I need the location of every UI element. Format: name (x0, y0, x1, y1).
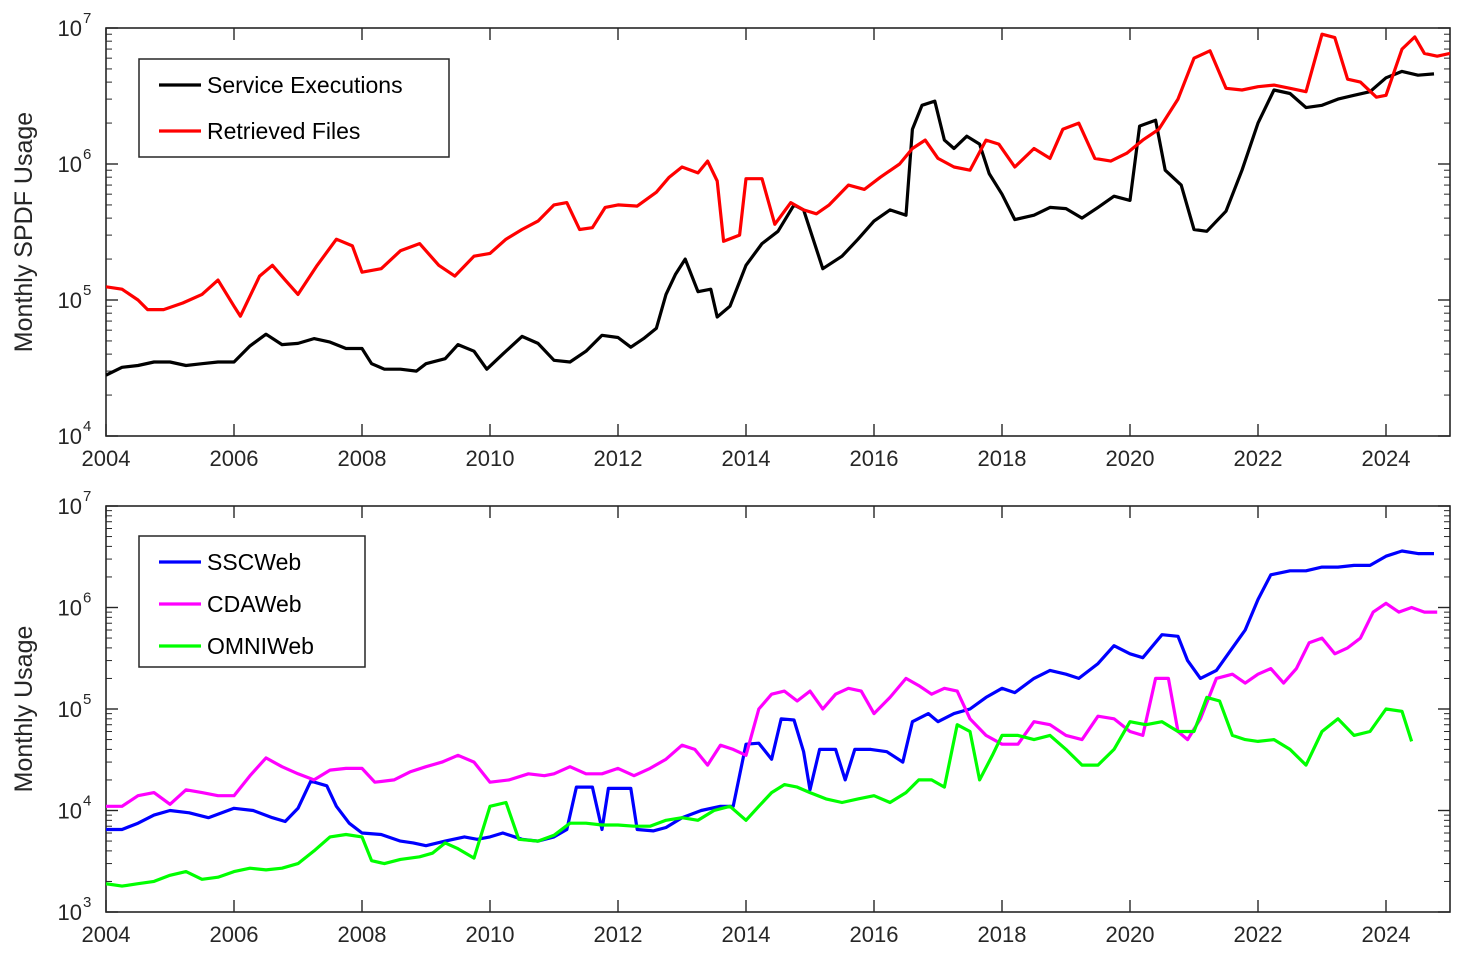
series-line-omniweb (106, 695, 1414, 888)
x-tick-label: 2024 (1362, 922, 1411, 947)
x-tick-label: 2022 (1234, 446, 1283, 471)
y-axis-label: Monthly SPDF Usage (10, 112, 38, 352)
y-tick-label: 10 (58, 494, 82, 519)
x-tick-label: 2004 (82, 446, 131, 471)
y-axis-label: Monthly Usage (10, 626, 38, 793)
y-tick-label: 10 (58, 288, 82, 313)
x-tick-label: 2024 (1362, 446, 1411, 471)
x-tick-label: 2020 (1106, 922, 1155, 947)
y-tick-exponent: 7 (83, 10, 91, 27)
series-line-service-executions (106, 69, 1435, 377)
top-chart-panel: 2004 2006 2008 2010 2012 2014 2016 2018 2020 2022… (10, 10, 1451, 471)
x-tick-label: 2016 (850, 446, 899, 471)
x-tick-label: 2008 (338, 446, 387, 471)
y-tick-label: 10 (58, 424, 82, 449)
legend-label-cdaweb: CDAWeb (207, 591, 302, 617)
x-tick-label: 2016 (850, 922, 899, 947)
legend: SSCWeb CDAWeb OMNIWeb (138, 535, 366, 668)
y-tick-label: 10 (58, 152, 82, 177)
y-tick-label: 10 (58, 900, 82, 925)
x-tick-label: 2012 (594, 446, 643, 471)
y-tick-label: 10 (58, 596, 82, 621)
x-tick-label: 2006 (210, 922, 259, 947)
y-tick-exponent: 6 (83, 146, 91, 163)
x-tick-label: 2010 (466, 446, 515, 471)
legend-label-omniweb: OMNIWeb (207, 633, 314, 659)
legend: Service Executions Retrieved Files (138, 58, 450, 158)
x-tick-label: 2014 (722, 446, 771, 471)
y-tick-exponent: 7 (83, 488, 91, 505)
series-line-sscweb (106, 549, 1434, 848)
x-tick-label: 2012 (594, 922, 643, 947)
series-group (106, 549, 1438, 888)
x-tick-label: 2006 (210, 446, 259, 471)
legend-label-service-executions: Service Executions (207, 72, 403, 98)
y-tick-exponent: 5 (83, 691, 91, 708)
bottom-chart-panel: 2004 2006 2008 2010 2012 2014 2016 2018 2020 2022… (10, 488, 1451, 947)
series-line-cdaweb (106, 601, 1438, 808)
x-tick-label: 2022 (1234, 922, 1283, 947)
y-tick-label: 10 (58, 16, 82, 41)
x-tick-label: 2010 (466, 922, 515, 947)
y-tick-exponent: 4 (83, 418, 91, 435)
y-tick-label: 10 (58, 799, 82, 824)
x-tick-label: 2004 (82, 922, 131, 947)
y-tick-exponent: 3 (83, 894, 91, 911)
series-group (106, 32, 1450, 377)
y-tick-label: 10 (58, 697, 82, 722)
legend-label-sscweb: SSCWeb (207, 549, 301, 575)
legend-label-retrieved-files: Retrieved Files (207, 118, 360, 144)
x-tick-label: 2018 (978, 922, 1027, 947)
y-tick-exponent: 4 (83, 793, 91, 810)
x-tick-label: 2014 (722, 922, 771, 947)
y-tick-exponent: 6 (83, 590, 91, 607)
x-tick-label: 2018 (978, 446, 1027, 471)
x-tick-label: 2008 (338, 922, 387, 947)
y-tick-exponent: 5 (83, 282, 91, 299)
legend-box (138, 58, 450, 158)
series-line-retrieved-files (106, 32, 1450, 318)
x-tick-label: 2020 (1106, 446, 1155, 471)
